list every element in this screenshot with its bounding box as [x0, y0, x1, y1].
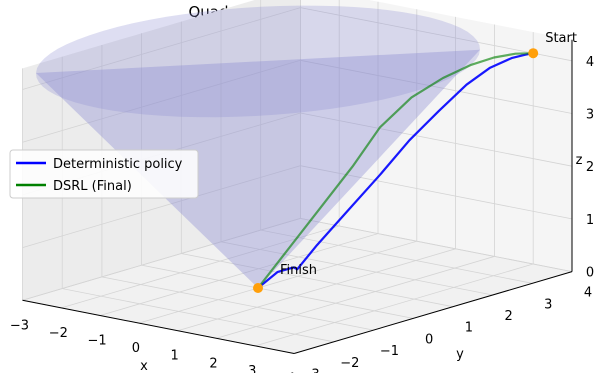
point-start — [528, 48, 539, 59]
y-tick-label: 1 — [465, 321, 473, 336]
y-tick-label: −3 — [301, 368, 320, 373]
back-pane — [300, 0, 572, 272]
x-tick-label: −2 — [49, 326, 68, 341]
x-tick-label: 1 — [171, 349, 179, 364]
cone-surface — [36, 5, 480, 288]
point-label-finish: Finish — [280, 263, 317, 278]
pane-back-wall — [300, 0, 572, 272]
legend-label-dsrl: DSRL (Final) — [53, 179, 132, 194]
y-tick-label: −2 — [340, 356, 359, 371]
x-tick-label: 0 — [132, 341, 140, 356]
z-tick-label: 2 — [586, 160, 594, 175]
floor-pane — [22, 218, 572, 354]
z-grid-line — [22, 59, 573, 143]
z-grid-line — [22, 217, 573, 301]
z-axis-label: z — [576, 153, 583, 168]
x-tick-label: 4 — [287, 372, 295, 373]
point-finish — [253, 283, 263, 293]
z-grid-line — [22, 165, 573, 248]
z-tick-label: 0 — [586, 266, 594, 281]
y-tick-label: 3 — [544, 297, 552, 312]
x-tick-label: −3 — [10, 318, 29, 333]
point-label-start: Start — [545, 31, 577, 46]
series-line-dsrl — [257, 52, 534, 289]
y-tick-label: −1 — [380, 344, 399, 359]
x-axis-label: x — [140, 359, 148, 373]
x-tick-label: 3 — [248, 364, 256, 373]
cone-top — [36, 5, 480, 118]
y-tick-label: 2 — [504, 309, 512, 324]
points-layer: Start Finish — [253, 31, 577, 293]
series-layer — [257, 52, 534, 289]
legend-frame — [9, 149, 199, 199]
x-tick-label: 2 — [209, 356, 217, 371]
cone-side — [36, 49, 480, 288]
legend-label-deterministic: Deterministic policy — [53, 157, 183, 172]
tick-labels: −3 −2 −1 0 1 2 3 4 −3 −2 −1 0 1 2 3 4 0 1 2 3 4 — [10, 55, 594, 373]
y-tick-label: 0 — [425, 332, 433, 347]
y-tick-label: 4 — [584, 286, 592, 301]
z-tick-label: 4 — [586, 55, 594, 70]
series-line-deterministic — [257, 52, 534, 289]
x-axis-line — [22, 299, 295, 354]
pane-floor — [22, 218, 572, 354]
x-tick-label: −1 — [88, 334, 107, 349]
y-axis-line — [293, 271, 573, 354]
z-tick-label: 1 — [586, 213, 594, 228]
axis-lines — [22, 39, 573, 354]
legend: Deterministic policy DSRL (Final) — [9, 149, 199, 199]
y-axis-label: y — [456, 347, 464, 362]
z-grid-line — [22, 7, 573, 90]
z-tick-label: 3 — [586, 108, 594, 123]
